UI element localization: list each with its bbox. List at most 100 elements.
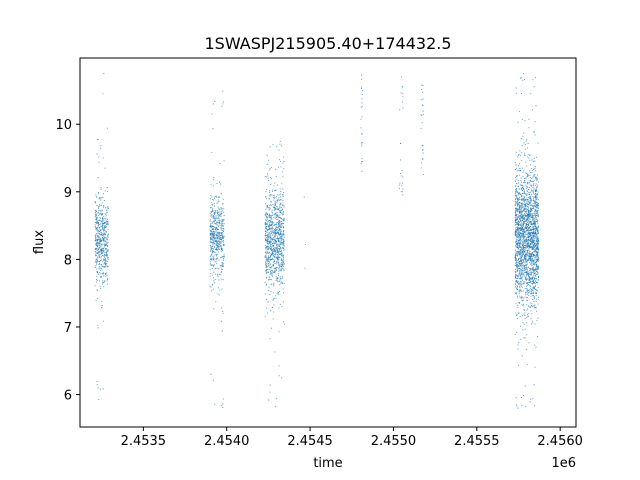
data-point bbox=[527, 174, 529, 176]
data-point bbox=[528, 270, 530, 272]
data-point bbox=[523, 257, 525, 259]
data-point bbox=[525, 226, 527, 228]
x-tick-label: 2.4545 bbox=[287, 434, 333, 449]
data-point bbox=[522, 329, 524, 331]
data-point bbox=[521, 276, 523, 278]
data-point bbox=[518, 204, 520, 206]
data-point bbox=[215, 301, 217, 303]
data-point bbox=[222, 225, 224, 227]
data-point bbox=[520, 269, 522, 271]
data-point bbox=[275, 190, 277, 192]
data-point bbox=[97, 212, 99, 214]
data-point bbox=[279, 199, 281, 201]
data-point bbox=[532, 258, 534, 260]
data-point bbox=[518, 203, 520, 205]
data-point bbox=[266, 225, 268, 227]
data-point bbox=[531, 248, 533, 250]
data-point bbox=[270, 269, 272, 271]
data-point bbox=[536, 242, 538, 244]
data-point bbox=[100, 211, 102, 213]
data-point bbox=[532, 199, 534, 201]
data-point bbox=[530, 268, 532, 270]
data-point bbox=[212, 243, 214, 245]
data-point bbox=[273, 222, 275, 224]
data-point bbox=[107, 260, 109, 262]
x-tick-label: 2.4550 bbox=[371, 434, 417, 449]
data-point bbox=[102, 224, 104, 226]
data-point bbox=[537, 199, 539, 201]
data-point bbox=[270, 279, 272, 281]
data-point bbox=[534, 134, 536, 136]
data-point bbox=[96, 260, 98, 262]
data-point bbox=[515, 259, 517, 261]
data-point bbox=[95, 254, 97, 256]
data-point bbox=[527, 245, 529, 247]
data-point bbox=[105, 212, 107, 214]
data-point bbox=[517, 182, 519, 184]
data-point bbox=[104, 234, 106, 236]
data-point bbox=[221, 230, 223, 232]
data-point bbox=[533, 290, 535, 292]
data-point bbox=[96, 261, 98, 263]
data-point bbox=[273, 232, 275, 234]
data-point bbox=[516, 254, 518, 256]
data-point bbox=[521, 93, 523, 94]
data-point bbox=[522, 241, 524, 243]
data-point bbox=[217, 273, 219, 275]
data-point bbox=[102, 237, 104, 239]
data-point bbox=[278, 197, 280, 199]
data-point bbox=[269, 384, 271, 386]
data-point bbox=[220, 242, 222, 244]
data-point bbox=[524, 251, 526, 253]
data-point bbox=[521, 195, 523, 197]
data-point bbox=[515, 404, 517, 406]
data-point bbox=[282, 213, 284, 215]
data-point bbox=[279, 256, 281, 258]
data-point bbox=[282, 233, 284, 235]
data-point bbox=[283, 232, 285, 234]
data-point bbox=[536, 268, 538, 270]
data-point bbox=[517, 231, 519, 233]
data-point bbox=[105, 260, 107, 262]
data-point bbox=[533, 228, 535, 230]
data-point bbox=[517, 277, 519, 279]
data-point bbox=[281, 242, 283, 244]
data-point bbox=[211, 251, 213, 253]
data-point bbox=[211, 213, 213, 215]
data-point bbox=[103, 248, 105, 250]
data-point bbox=[531, 289, 533, 291]
data-point bbox=[521, 253, 523, 255]
data-point bbox=[528, 254, 530, 256]
data-point bbox=[523, 223, 525, 225]
data-point bbox=[101, 269, 103, 271]
data-point bbox=[100, 223, 102, 225]
data-point bbox=[270, 248, 272, 250]
data-point bbox=[214, 236, 216, 238]
data-point bbox=[272, 227, 274, 229]
data-point bbox=[277, 209, 279, 211]
data-point bbox=[277, 251, 279, 253]
data-point bbox=[527, 214, 529, 216]
data-point bbox=[267, 271, 269, 273]
data-point bbox=[514, 264, 516, 266]
data-point bbox=[519, 258, 521, 260]
data-point bbox=[274, 254, 276, 256]
data-point bbox=[520, 226, 522, 228]
data-point bbox=[514, 200, 516, 202]
data-point bbox=[537, 251, 539, 253]
data-point bbox=[280, 268, 282, 270]
data-point bbox=[517, 223, 519, 225]
data-point bbox=[97, 256, 99, 258]
data-point bbox=[270, 284, 272, 286]
data-point bbox=[276, 257, 278, 259]
data-point bbox=[97, 271, 99, 273]
data-point bbox=[521, 211, 523, 213]
data-point bbox=[533, 278, 535, 280]
data-point bbox=[281, 214, 283, 216]
data-point bbox=[518, 197, 520, 199]
data-point bbox=[516, 209, 518, 211]
data-point bbox=[216, 221, 218, 223]
data-point bbox=[101, 244, 103, 246]
data-point bbox=[275, 241, 277, 243]
data-point bbox=[213, 213, 215, 215]
